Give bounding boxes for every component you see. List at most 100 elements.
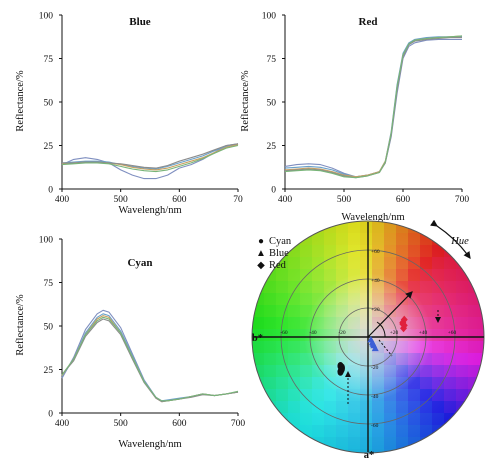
y-tick-label: 100 — [39, 12, 54, 22]
wheel-cell — [480, 293, 484, 306]
wheel-cell — [300, 221, 313, 234]
y-tick-label: 50 — [44, 99, 54, 109]
x-tick-label: 600 — [172, 419, 187, 429]
wheel-cell — [408, 449, 421, 453]
series-line-5 — [61, 316, 239, 402]
wheel-cell — [252, 389, 265, 402]
hue-annotation: Hue — [430, 219, 471, 259]
x-tick-label: 500 — [337, 195, 352, 205]
series-line-1 — [284, 38, 462, 178]
series-line-1 — [61, 309, 239, 402]
ring-label: +20 — [371, 307, 380, 313]
x-tick-label: 400 — [55, 195, 70, 205]
ring-label: -60 — [280, 330, 288, 336]
wheel-cell — [468, 269, 481, 282]
wheel-cell — [300, 437, 313, 450]
legend: ● Cyan▲ Blue◆ Red — [256, 236, 292, 271]
x-tick-label: 700 — [231, 419, 246, 429]
y-axis-label: Reflectance/% — [15, 294, 26, 355]
y-tick-label: 50 — [44, 323, 54, 333]
y-tick-label: 100 — [39, 236, 54, 246]
legend-label: Red — [269, 260, 287, 271]
b-axis-label: b* — [252, 333, 263, 344]
ring-label: +60 — [371, 249, 380, 255]
series-line-4 — [284, 37, 462, 179]
series-line-2 — [284, 36, 462, 178]
point-blue — [371, 344, 379, 352]
x-tick-label: 500 — [114, 195, 129, 205]
wheel-cell — [480, 377, 484, 390]
panel-color-wheel: +20-20+20-20+40-40+40-40+60-60+60-60 b* … — [251, 219, 485, 461]
wheel-cell — [264, 413, 277, 426]
ring-label: +40 — [371, 278, 380, 284]
hue-arrow — [430, 219, 471, 259]
hue-label: Hue — [450, 236, 469, 247]
x-axis-label: Wavelengh/nm — [118, 205, 181, 216]
legend-item-red: ◆ Red — [257, 260, 287, 271]
ring-label: -40 — [371, 394, 379, 400]
wheel-cell — [276, 425, 289, 438]
chart-title: Blue — [129, 16, 151, 28]
axes: 400 500 600 700 0 25 50 75 100 — [39, 236, 246, 430]
wheel-cell — [432, 437, 445, 450]
x-axis-label: Wavelengh/nm — [341, 212, 404, 223]
wheel-cell — [420, 221, 433, 234]
panel-cyan: Cyan 400 500 600 700 0 25 50 75 100 Wavelengh/nm… — [15, 236, 245, 451]
ring-label: -20 — [371, 365, 379, 371]
x-tick-label: 600 — [396, 195, 411, 205]
y-tick-label: 75 — [267, 55, 277, 65]
x-tick-label: 700 — [455, 195, 470, 205]
wheel-cell — [444, 425, 457, 438]
legend-label: Cyan — [269, 236, 292, 247]
series-lines — [61, 143, 239, 180]
ring-label: -60 — [371, 423, 379, 429]
y-tick-label: 50 — [267, 99, 277, 109]
series-line-4 — [62, 143, 239, 169]
y-tick-label: 25 — [44, 366, 54, 376]
wheel-cell — [480, 365, 484, 378]
chroma-arrow — [367, 291, 413, 338]
series-line-3 — [284, 35, 463, 178]
ring-label: +40 — [419, 330, 428, 336]
x-tick-label: 70 — [233, 195, 243, 205]
legend-label: Blue — [269, 248, 289, 259]
series-lines — [61, 309, 239, 403]
y-axis-label: Reflectance/% — [15, 70, 26, 131]
x-tick-label: 400 — [278, 195, 293, 205]
y-tick-label: 75 — [44, 55, 54, 65]
y-tick-label: 0 — [48, 410, 53, 420]
legend-item-blue: ▲ Blue — [256, 248, 289, 259]
point-blue — [369, 340, 377, 347]
y-tick-label: 75 — [44, 279, 54, 289]
point-red — [399, 319, 407, 328]
a-axis-label: a* — [364, 450, 375, 461]
blue-dash-arrow — [378, 339, 393, 357]
x-tick-label: 400 — [55, 419, 70, 429]
point-cyan — [338, 366, 345, 375]
chart-title: Cyan — [127, 257, 152, 269]
ring-label: -20 — [338, 330, 346, 336]
y-tick-label: 25 — [44, 142, 54, 152]
legend-marker: ▲ — [256, 248, 266, 259]
series-line-5 — [61, 144, 239, 173]
ring-label: +60 — [448, 330, 457, 336]
hue-angle-arc — [376, 321, 386, 338]
wheel-cell — [456, 413, 469, 426]
wheel-cell — [396, 449, 409, 453]
axes: 400 500 600 700 0 25 50 75 100 — [262, 12, 470, 206]
y-tick-label: 0 — [271, 186, 276, 196]
series-line-2 — [61, 143, 239, 170]
x-axis-label: Wavelengh/nm — [118, 439, 181, 450]
series-line-3 — [61, 144, 239, 171]
y-tick-label: 0 — [48, 186, 53, 196]
legend-marker: ● — [258, 236, 264, 247]
x-tick-label: 600 — [172, 195, 187, 205]
wheel-cell — [468, 401, 481, 414]
legend-marker: ◆ — [257, 260, 265, 271]
series-lines — [284, 35, 463, 179]
y-tick-label: 100 — [262, 12, 277, 22]
